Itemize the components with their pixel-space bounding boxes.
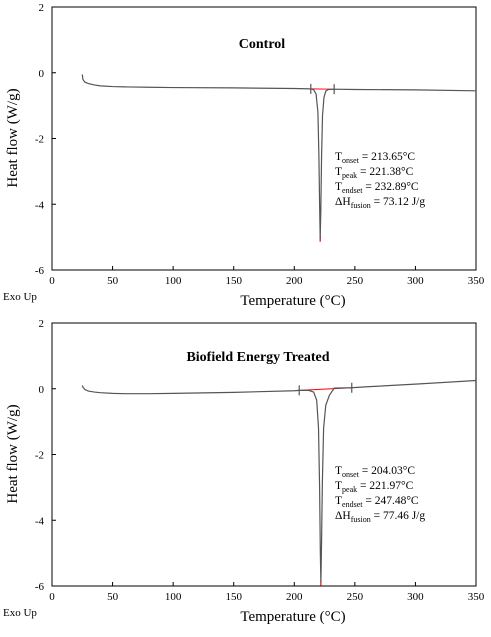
y-tick-label: 2	[39, 2, 45, 14]
y-tick-label: -4	[35, 199, 45, 211]
exo-up-label: Exo Up	[3, 607, 37, 619]
annotation-endset: Tendset = 232.89°C	[335, 181, 419, 195]
y-tick-label: -6	[35, 581, 45, 593]
y-tick-label: -6	[35, 265, 45, 277]
y-tick-label: -2	[35, 134, 44, 146]
heat-flow-curve	[82, 74, 476, 238]
y-axis-label: Heat flow (W/g)	[5, 88, 21, 187]
annotation-block: Tonset = 204.03°C Tpeak = 221.97°C Tends…	[335, 465, 425, 524]
y-tick-label: -2	[35, 450, 44, 462]
panel-control: 0 50 100 150 200 250 300 350 2 0 -2 -4 -6 Control H…	[3, 2, 485, 309]
annotation-peak: Tpeak = 221.38°C	[335, 166, 414, 180]
y-axis-ticks: 2 0 -2 -4 -6	[35, 318, 56, 593]
x-tick-label: 200	[286, 275, 303, 287]
x-axis-ticks: 0 50 100 150 200 250 300 350	[49, 266, 485, 287]
baseline-markers	[311, 84, 334, 242]
x-tick-label: 300	[407, 275, 424, 287]
x-tick-label: 100	[165, 591, 182, 603]
x-tick-label: 0	[49, 275, 55, 287]
annotation-onset: Tonset = 213.65°C	[335, 151, 415, 165]
x-tick-label: 350	[468, 591, 485, 603]
x-tick-label: 0	[49, 591, 55, 603]
panel-treated: 0 50 100 150 200 250 300 350 2 0 -2 -4 -6 Biofield …	[3, 318, 485, 625]
y-tick-label: 2	[39, 318, 45, 330]
x-tick-label: 50	[107, 275, 119, 287]
chart-title: Biofield Energy Treated	[186, 350, 329, 365]
x-tick-label: 250	[347, 591, 364, 603]
x-axis-label: Temperature (°C)	[240, 293, 345, 309]
x-tick-label: 300	[407, 591, 424, 603]
heat-flow-curve	[82, 381, 476, 583]
x-tick-label: 350	[468, 275, 485, 287]
x-tick-label: 50	[107, 591, 119, 603]
x-tick-label: 100	[165, 275, 182, 287]
y-axis-ticks: 2 0 -2 -4 -6	[35, 2, 56, 277]
chart-title: Control	[239, 37, 286, 52]
x-tick-label: 200	[286, 591, 303, 603]
annotation-enthalpy: ΔHfusion = 77.46 J/g	[335, 510, 425, 524]
y-tick-label: 0	[39, 68, 45, 80]
y-tick-label: -4	[35, 515, 45, 527]
x-axis-ticks: 0 50 100 150 200 250 300 350	[49, 582, 485, 603]
x-tick-label: 150	[225, 591, 242, 603]
annotation-peak: Tpeak = 221.97°C	[335, 480, 414, 494]
x-tick-label: 150	[225, 275, 242, 287]
annotation-enthalpy: ΔHfusion = 73.12 J/g	[335, 196, 425, 210]
exo-up-label: Exo Up	[3, 291, 37, 303]
annotation-block: Tonset = 213.65°C Tpeak = 221.38°C Tends…	[335, 151, 425, 210]
annotation-onset: Tonset = 204.03°C	[335, 465, 415, 479]
x-tick-label: 250	[347, 275, 364, 287]
x-axis-label: Temperature (°C)	[240, 609, 345, 625]
y-axis-label: Heat flow (W/g)	[5, 404, 21, 503]
y-tick-label: 0	[39, 384, 45, 396]
annotation-endset: Tendset = 247.48°C	[335, 495, 419, 509]
